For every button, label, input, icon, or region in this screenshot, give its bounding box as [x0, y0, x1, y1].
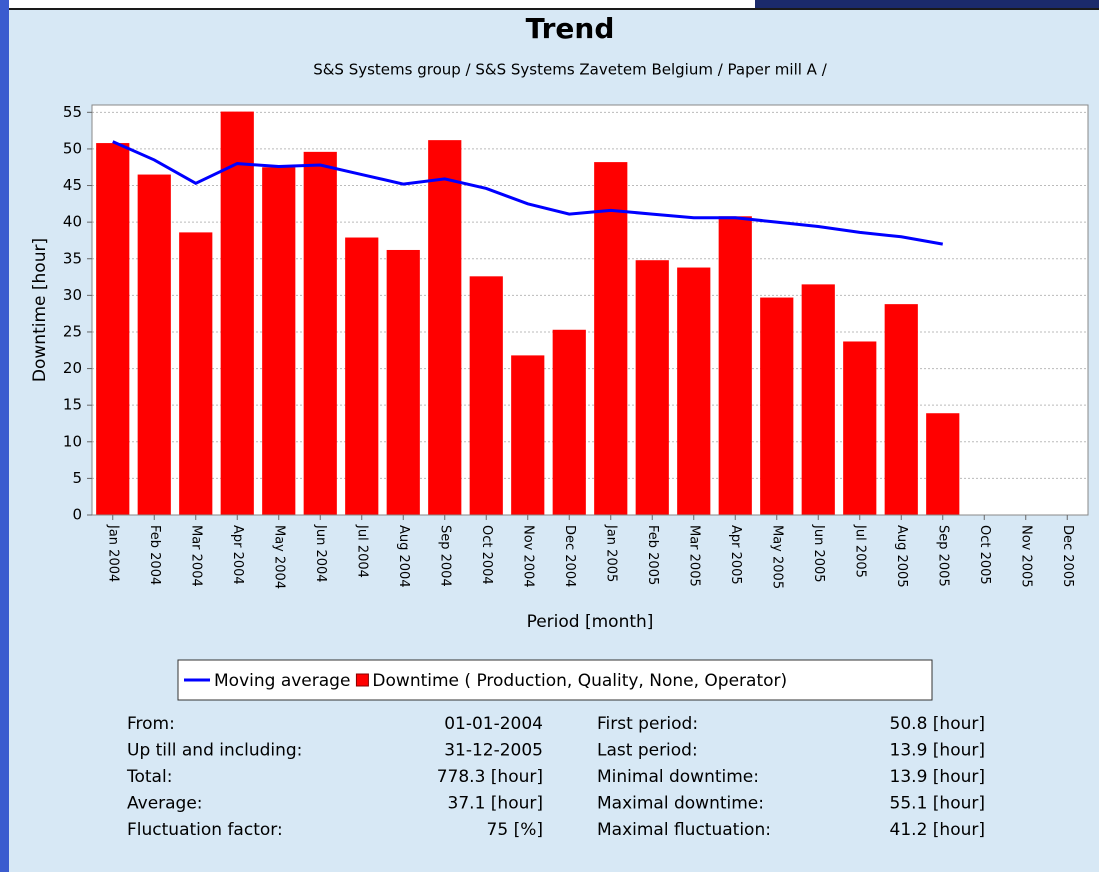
- bar: [801, 284, 835, 515]
- x-tick-label: Jan 2005: [603, 524, 618, 582]
- x-tick-label: Jun 2005: [811, 524, 826, 583]
- stat-text: Average:: [127, 794, 203, 814]
- x-tick-label: Feb 2004: [147, 525, 162, 585]
- stat-text: 55.1 [hour]: [890, 794, 985, 814]
- top-strip: [0, 0, 1099, 8]
- x-tick-label: Jan 2004: [105, 524, 120, 582]
- top-border: [9, 8, 1099, 10]
- legend-swatch: [355, 673, 369, 687]
- x-tick-label: Oct 2004: [479, 525, 494, 585]
- stat-text: Fluctuation factor:: [127, 820, 283, 840]
- line: [112, 140, 944, 246]
- bar: [303, 151, 337, 515]
- x-tick-label: Dec 2004: [562, 525, 577, 587]
- plot-area: [92, 105, 1088, 515]
- bar: [469, 276, 503, 515]
- stat-text: Total:: [126, 767, 172, 787]
- bar: [760, 297, 794, 515]
- x-tick-label: Apr 2004: [230, 525, 245, 585]
- stat-text: 50.8 [hour]: [890, 714, 985, 734]
- stat-text: 13.9 [hour]: [890, 767, 985, 787]
- y-tick-label: 55: [63, 103, 82, 121]
- bar: [718, 216, 752, 516]
- stat-text: 75 [%]: [487, 820, 543, 840]
- x-tick-label: Mar 2004: [188, 525, 203, 587]
- bar: [926, 413, 960, 515]
- stat-text: 41.2 [hour]: [890, 820, 985, 840]
- bar: [677, 267, 711, 515]
- y-tick-label: 30: [63, 286, 82, 304]
- y-axis-label: Downtime [hour]: [30, 238, 50, 382]
- bar: [884, 304, 918, 515]
- chart-subtitle: S&S Systems group / S&S Systems Zavetem …: [313, 61, 828, 79]
- x-tick-label: Aug 2004: [396, 525, 411, 588]
- plot-border: [91, 104, 1089, 516]
- stats: From: 01-01-2004 First period: 50.8 [hour] U…: [126, 714, 985, 840]
- bar: [220, 111, 254, 515]
- bar: [428, 140, 462, 515]
- bar: [552, 329, 586, 515]
- x-tick-label: Jul 2004: [354, 524, 369, 578]
- bar: [386, 249, 420, 515]
- x-tick-label: Apr 2005: [728, 525, 743, 585]
- x-tick-label: Dec 2005: [1060, 525, 1075, 587]
- x-tick-label: Nov 2004: [520, 525, 535, 588]
- bar: [594, 162, 628, 515]
- stat-text: 13.9 [hour]: [890, 741, 985, 761]
- legend: Moving average Downtime ( Production, Qua…: [184, 671, 787, 691]
- bar: [262, 167, 296, 515]
- stat-text: 01-01-2004: [444, 714, 543, 734]
- header-image: [755, 0, 1099, 8]
- stat-text: 31-12-2005: [444, 741, 543, 761]
- bar: [635, 260, 669, 515]
- marks: [96, 111, 960, 516]
- stat-text: From:: [127, 714, 175, 734]
- chart-title: Trend: [526, 12, 615, 45]
- y-tick-label: 50: [63, 139, 82, 157]
- x-tick-label: Nov 2005: [1018, 525, 1033, 588]
- stat-text: Minimal downtime:: [597, 767, 759, 787]
- legend-label: Moving average: [214, 671, 350, 691]
- bar: [345, 237, 379, 515]
- bar: [137, 174, 171, 515]
- y-tick-label: 10: [63, 432, 82, 450]
- bar: [511, 355, 545, 515]
- y-tick-label: 45: [63, 176, 82, 194]
- stat-text: Last period:: [597, 741, 698, 761]
- x-tick-label: Mar 2005: [686, 525, 701, 587]
- bar: [96, 143, 130, 516]
- stat-text: First period:: [597, 714, 698, 734]
- bar: [179, 232, 213, 515]
- legend-label: Downtime ( Production, Quality, None, Op…: [372, 671, 787, 691]
- x-tick-label: Aug 2005: [894, 525, 909, 588]
- x-tick-label: Sep 2004: [437, 525, 452, 587]
- stat-text: 37.1 [hour]: [448, 794, 543, 814]
- y-tick-label: 25: [63, 322, 82, 340]
- x-tick-label: Sep 2005: [935, 525, 950, 587]
- left-border: [0, 0, 9, 872]
- y-tick-label: 5: [72, 469, 82, 487]
- stat-text: Up till and including:: [127, 741, 302, 761]
- legend-box: [177, 659, 933, 701]
- x-tick-label: Feb 2005: [645, 525, 660, 585]
- bar: [843, 341, 877, 515]
- y-tick-label: 15: [63, 396, 82, 414]
- stat-text: Maximal fluctuation:: [597, 820, 771, 840]
- y-tick-label: 20: [63, 359, 82, 377]
- x-tick-label: Jul 2005: [852, 524, 867, 578]
- y-tick-label: 0: [72, 506, 82, 524]
- x-tick-label: Jun 2004: [313, 524, 328, 583]
- stat-text: Maximal downtime:: [597, 794, 764, 814]
- stat-text: 778.3 [hour]: [437, 767, 543, 787]
- x-axis-label: Period [month]: [527, 612, 654, 632]
- grid: [92, 111, 1088, 516]
- x-tick-label: Oct 2005: [977, 525, 992, 585]
- y-tick-label: 40: [63, 213, 82, 231]
- x-tick-label: May 2004: [271, 525, 286, 589]
- y-tick-label: 35: [63, 249, 82, 267]
- x-tick-label: May 2005: [769, 525, 784, 589]
